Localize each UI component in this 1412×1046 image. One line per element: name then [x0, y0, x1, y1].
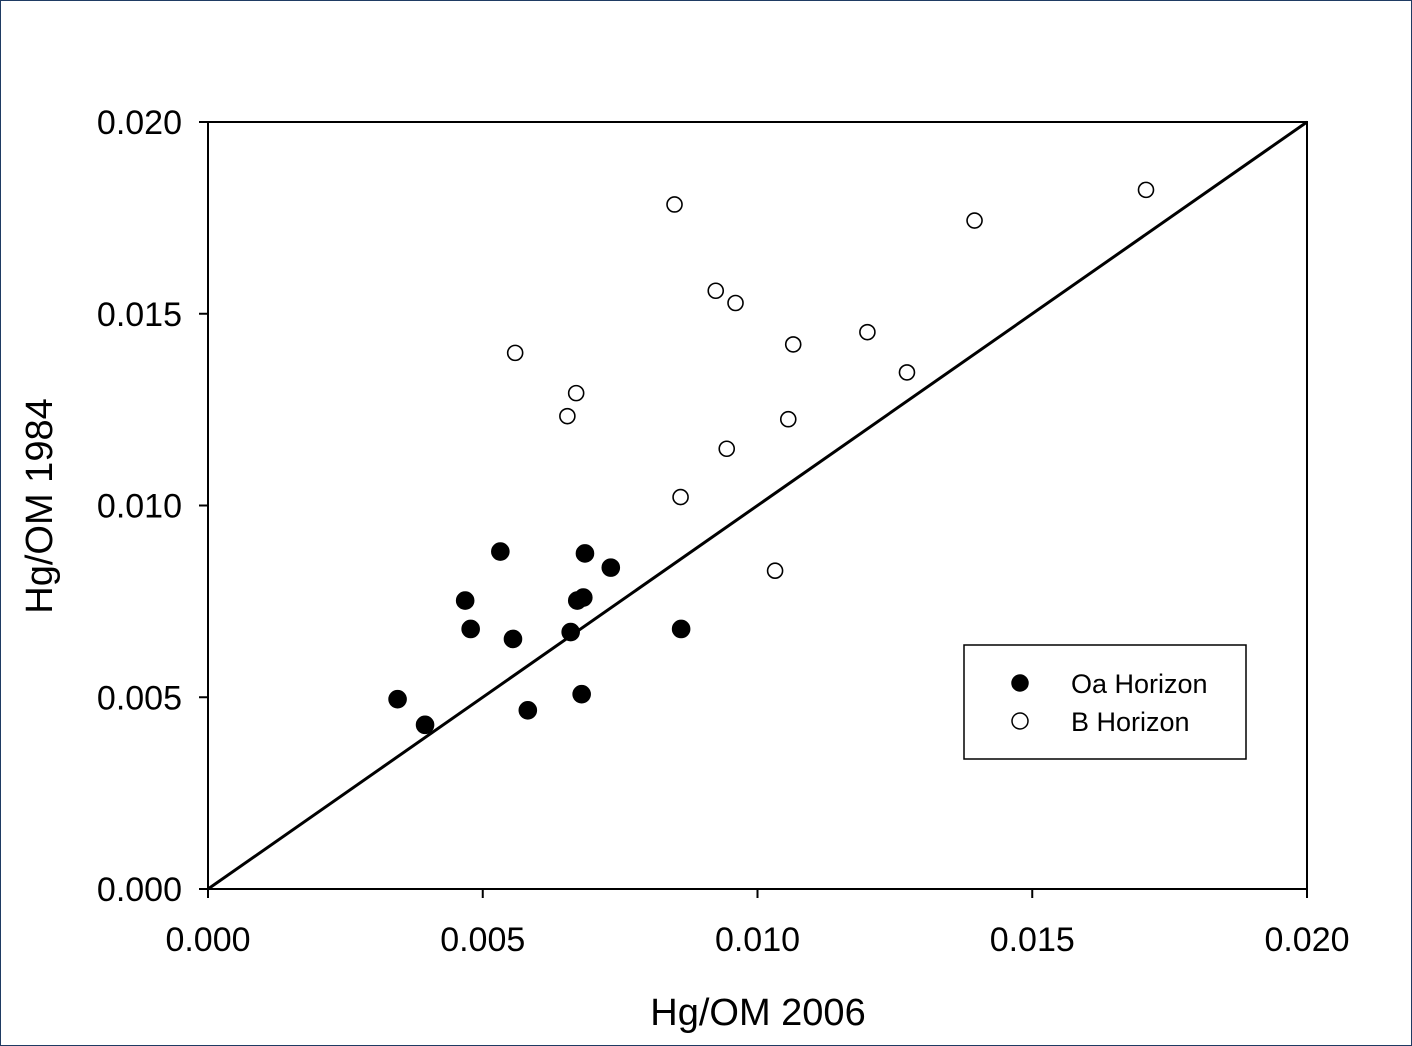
reference-line-layer — [207, 120, 1308, 891]
legend: Oa Horizon B Horizon — [963, 644, 1247, 760]
data-point-b-horizon — [559, 407, 576, 425]
y-axis-title: Hg/OM 1984 — [19, 398, 61, 613]
data-point-b-horizon — [1137, 181, 1155, 199]
data-point-oa-horizon — [572, 684, 591, 704]
x-axis-title: Hg/OM 2006 — [650, 992, 865, 1034]
data-point-b-horizon — [707, 282, 725, 300]
data-point-oa-horizon — [455, 591, 475, 610]
data-point-oa-horizon — [601, 558, 621, 577]
tick-layer: 0.000 0.005 0.010 0.015 0.020 0.000 0.005 0.010… — [97, 104, 1350, 959]
data-point-b-horizon — [859, 323, 876, 341]
data-point-oa-horizon — [388, 689, 407, 709]
data-point-b-horizon — [766, 562, 784, 579]
data-point-b-horizon — [779, 410, 797, 428]
data-point-oa-horizon — [415, 715, 435, 735]
data-point-b-horizon — [567, 384, 585, 402]
data-point-b-horizon — [718, 440, 736, 458]
y-tick-label: 0.000 — [97, 871, 182, 909]
data-point-oa-horizon — [575, 544, 595, 563]
legend-box — [963, 644, 1247, 760]
data-point-oa-horizon — [461, 619, 480, 639]
data-point-layer — [388, 181, 1155, 735]
x-tick-label: 0.005 — [440, 921, 525, 959]
x-tick-label: 0.015 — [990, 921, 1075, 959]
y-tick-label: 0.005 — [97, 679, 182, 717]
data-point-oa-horizon — [561, 622, 580, 642]
data-point-b-horizon — [966, 212, 983, 229]
data-point-b-horizon — [784, 336, 802, 353]
data-point-oa-horizon — [491, 542, 510, 561]
x-tick-label: 0.000 — [165, 921, 250, 959]
y-tick-label: 0.015 — [97, 296, 182, 334]
data-point-b-horizon — [672, 488, 689, 506]
legend-marker-b — [1011, 712, 1029, 730]
legend-marker-oa — [1011, 674, 1029, 692]
y-tick-label: 0.020 — [97, 104, 182, 142]
x-tick-label: 0.020 — [1264, 921, 1349, 959]
data-point-b-horizon — [727, 294, 744, 312]
data-point-oa-horizon — [671, 619, 691, 639]
legend-label-oa: Oa Horizon — [1071, 669, 1208, 699]
data-point-oa-horizon — [574, 588, 593, 607]
data-point-b-horizon — [666, 196, 683, 213]
y-tick-label: 0.010 — [97, 488, 182, 526]
data-point-b-horizon — [506, 344, 524, 362]
legend-label-b: B Horizon — [1071, 707, 1190, 737]
data-point-oa-horizon — [503, 629, 523, 649]
data-point-oa-horizon — [518, 700, 538, 720]
reference-line-1-to-1 — [207, 120, 1308, 891]
x-tick-label: 0.010 — [715, 921, 800, 959]
data-point-b-horizon — [898, 364, 916, 381]
